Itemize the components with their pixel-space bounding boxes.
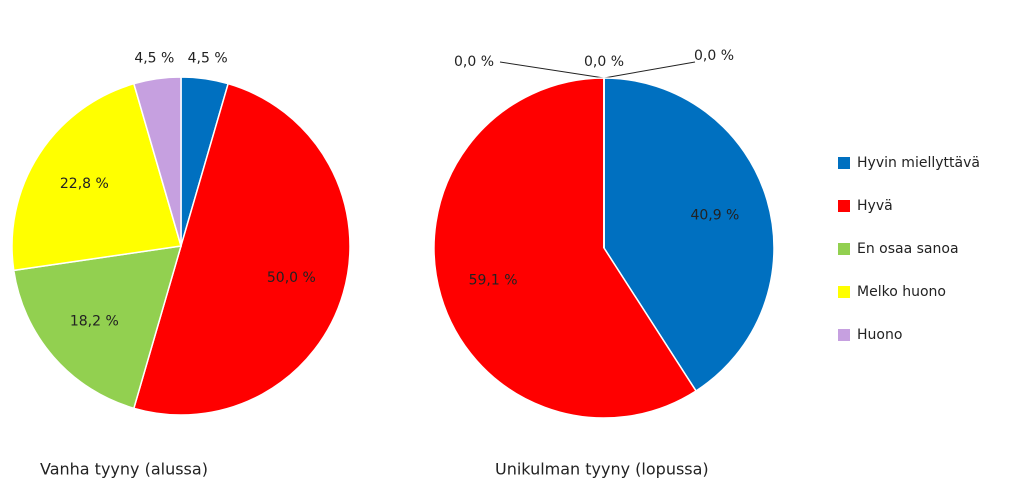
data-label: 40,9 % [690,207,739,223]
chart-title: Vanha tyyny (alussa) [40,460,208,479]
data-label: 0,0 % [454,54,494,70]
data-label: 50,0 % [267,270,316,286]
data-label: 18,2 % [70,313,119,329]
pie-slice [12,245,183,410]
pie-slice [132,76,182,247]
legend-swatch [838,286,850,298]
legend-label: En osaa sanoa [857,241,959,257]
legend-swatch [838,329,850,341]
legend-swatch [838,243,850,255]
pie-slice [132,82,351,416]
legend-swatch [838,157,850,169]
data-label: 0,0 % [584,54,624,70]
legend-label: Hyvin miellyttävä [857,155,980,171]
legend-label: Hyvä [857,198,893,214]
data-label: 59,1 % [469,273,518,289]
data-label: 0,0 % [694,48,734,64]
chart-title: Unikulman tyyny (lopussa) [495,460,709,479]
leader-line [499,61,605,79]
data-label: 22,8 % [60,176,109,192]
data-label: 4,5 % [134,51,174,67]
legend-swatch [838,200,850,212]
leader-line [603,61,696,79]
legend-label: Huono [857,327,902,343]
pie-slice [11,82,182,272]
pie-slice [433,77,698,419]
legend-label: Melko huono [857,284,946,300]
data-label: 4,5 % [188,51,228,67]
